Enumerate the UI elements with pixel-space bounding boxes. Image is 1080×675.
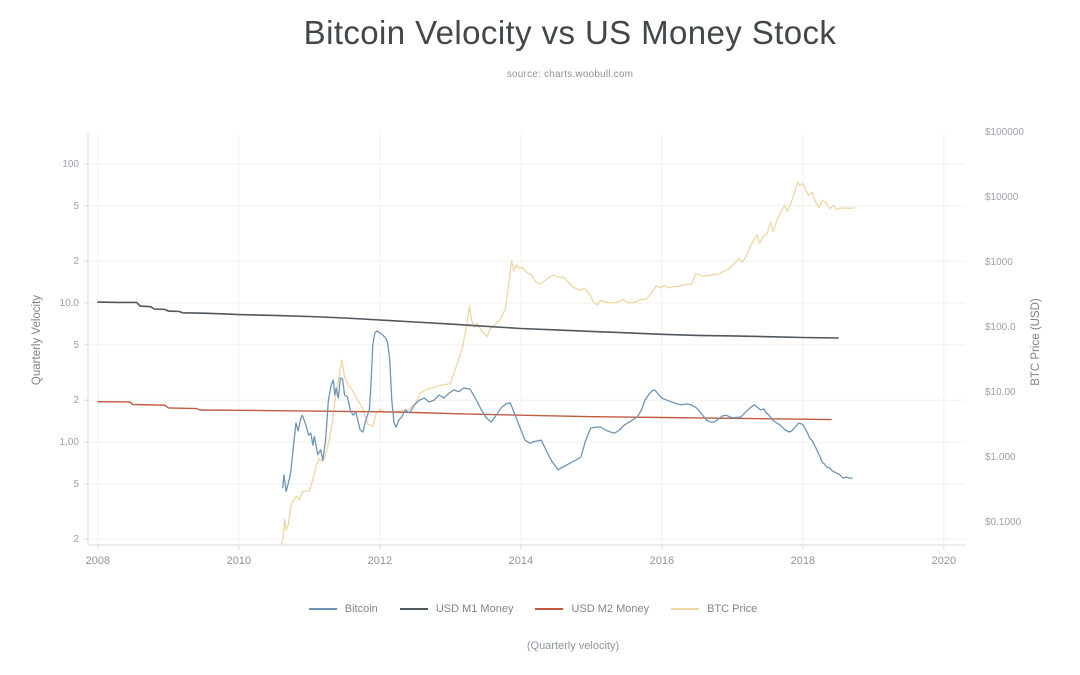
series-line-bitcoin bbox=[281, 330, 853, 493]
y-left-tick-label: 1.00 bbox=[59, 437, 79, 448]
y-left-tick-label: 5 bbox=[73, 200, 79, 212]
legend-label-usd-m2-money: USD M2 Money bbox=[571, 603, 650, 615]
y-left-tick-label: 2 bbox=[73, 395, 79, 407]
y-left-tick-label: 5 bbox=[73, 339, 79, 351]
chart-source: source: charts.woobull.com bbox=[506, 69, 634, 80]
series-line-usd-m2-money bbox=[97, 401, 832, 421]
chart-legend: Bitcoin USD M1 Money USD M2 Money BTC Price bbox=[0, 601, 1066, 617]
y-left-tick-label: 10.0 bbox=[59, 298, 79, 309]
chart-title: Bitcoin Velocity vs US Money Stock bbox=[303, 14, 837, 51]
y-right-axis-title: BTC Price (USD) bbox=[1030, 298, 1042, 386]
legend-label-bitcoin: Bitcoin bbox=[344, 603, 378, 615]
legend-swatch-usd-m2-money bbox=[535, 608, 564, 610]
y-left-tick-label: 5 bbox=[73, 478, 79, 490]
x-tick-label: 2020 bbox=[931, 555, 957, 567]
y-right-tick-label: $1.000 bbox=[985, 452, 1016, 463]
legend-item-usd-m1-money[interactable]: USD M1 Money bbox=[399, 603, 514, 615]
series-line-usd-m1-money bbox=[97, 301, 839, 339]
legend-item-bitcoin[interactable]: Bitcoin bbox=[308, 603, 378, 615]
legend-label-usd-m1-money: USD M1 Money bbox=[435, 603, 514, 615]
legend-swatch-usd-m1-money bbox=[399, 608, 428, 610]
y-left-axis-title: Quarterly Velocity bbox=[31, 294, 43, 386]
legend-swatch-bitcoin bbox=[308, 608, 337, 610]
chart-caption: (Quarterly velocity) bbox=[526, 640, 620, 652]
y-right-tick-label: $0.1000 bbox=[985, 517, 1022, 528]
y-left-tick-label: 100 bbox=[62, 158, 79, 170]
x-tick-label: 2014 bbox=[508, 555, 534, 567]
y-right-tick-label: $100.0 bbox=[985, 322, 1016, 333]
y-right-tick-label: $10.00 bbox=[985, 387, 1016, 398]
y-left-tick-label: 2 bbox=[73, 256, 79, 268]
legend-item-usd-m2-money[interactable]: USD M2 Money bbox=[535, 603, 649, 615]
legend-label-btc-price: BTC Price bbox=[707, 603, 758, 615]
y-right-tick-label: $100000 bbox=[985, 127, 1024, 138]
x-tick-label: 2012 bbox=[367, 555, 393, 567]
x-tick-label: 2016 bbox=[649, 555, 675, 567]
x-tick-label: 2018 bbox=[790, 555, 816, 567]
y-right-tick-label: $10000 bbox=[985, 192, 1019, 203]
x-tick-label: 2010 bbox=[226, 555, 252, 567]
x-tick-label: 2008 bbox=[85, 555, 111, 567]
y-right-tick-label: $1000 bbox=[985, 257, 1013, 268]
legend-swatch-btc-price bbox=[671, 608, 700, 610]
legend-item-btc-price[interactable]: BTC Price bbox=[671, 603, 757, 615]
y-left-tick-label: 2 bbox=[73, 534, 79, 546]
series-line-btc-price bbox=[280, 181, 855, 546]
